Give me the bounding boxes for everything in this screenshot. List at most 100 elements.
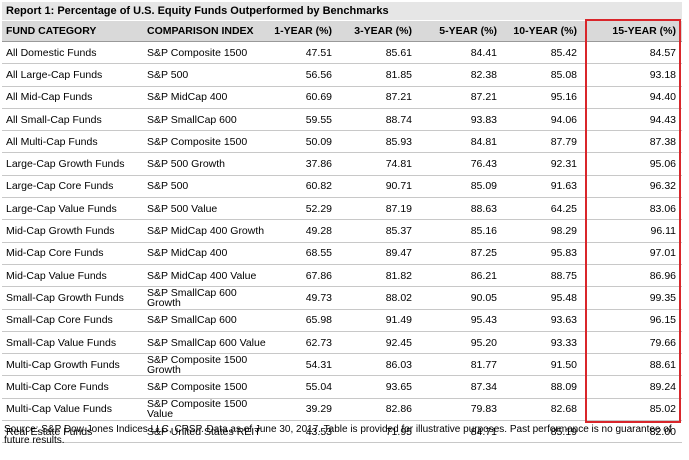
percentage-cell: 85.61 [338,41,418,65]
fund-category: Small-Cap Value Funds [2,331,143,355]
comparison-index: S&P Composite 1500 [143,130,270,154]
column-header: 1-YEAR (%) [270,21,338,42]
fund-category: Multi-Cap Core Funds [2,375,143,399]
percentage-cell: 85.16 [418,219,503,243]
header-row: FUND CATEGORY COMPARISON INDEX 1-YEAR (%) 3… [2,21,682,42]
percentage-cell: 99.35 [583,286,682,310]
percentage-cell: 54.31 [270,353,338,377]
source-note: Source: S&P Dow Jones Indices LLC, CRSP.… [4,424,672,446]
percentage-cell: 67.86 [270,264,338,288]
percentage-cell: 91.49 [338,309,418,332]
percentage-cell: 88.02 [338,286,418,310]
percentage-cell: 91.63 [503,175,583,199]
percentage-cell: 65.98 [270,309,338,332]
percentage-cell: 95.16 [503,86,583,109]
percentage-cell: 93.18 [583,63,682,87]
percentage-cell: 92.31 [503,152,583,176]
fund-category: Large-Cap Growth Funds [2,152,143,176]
comparison-index: S&P United States REIT [143,420,270,444]
percentage-cell: 93.63 [503,309,583,332]
percentage-cell: 90.05 [418,286,503,310]
table-row: All Small-Cap Funds S&P SmallCap 600 59.55… [2,108,682,132]
percentage-cell: 84.41 [418,41,503,65]
percentage-cell: 68.55 [270,242,338,265]
fund-category: Mid-Cap Core Funds [2,242,143,265]
comparison-index: S&P Composite 1500 [143,41,270,65]
percentage-cell: 95.83 [503,242,583,265]
percentage-cell: 87.21 [338,86,418,109]
comparison-index: S&P Composite 1500 Growth [143,353,270,377]
comparison-index: S&P Composite 1500 Value [143,398,270,422]
column-header: FUND CATEGORY [2,21,143,42]
percentage-cell: 93.33 [503,331,583,355]
column-header: 10-YEAR (%) [503,21,583,42]
table-row: Mid-Cap Core Funds S&P MidCap 400 68.55 89.… [2,242,682,265]
fund-category: All Domestic Funds [2,41,143,65]
percentage-cell: 96.32 [583,175,682,199]
comparison-index: S&P MidCap 400 [143,242,270,265]
fund-category: Multi-Cap Growth Funds [2,353,143,377]
fund-category: All Mid-Cap Funds [2,86,143,109]
percentage-cell: 85.02 [583,398,682,422]
column-header: 5-YEAR (%) [418,21,503,42]
table-row: All Large-Cap Funds S&P 500 56.56 81.85 82.3… [2,63,682,87]
percentage-cell: 81.82 [338,264,418,288]
comparison-index: S&P MidCap 400 Growth [143,219,270,243]
percentage-cell: 79.83 [418,398,503,422]
percentage-cell: 88.74 [338,108,418,132]
percentage-cell: 90.71 [338,175,418,199]
percentage-cell: 96.15 [583,309,682,332]
percentage-cell: 81.77 [418,353,503,377]
table-row: Small-Cap Value Funds S&P SmallCap 600 Va… [2,331,682,355]
percentage-cell: 95.43 [418,309,503,332]
column-header: 3-YEAR (%) [338,21,418,42]
table-row: Large-Cap Growth Funds S&P 500 Growth 37.8… [2,152,682,176]
percentage-cell: 89.47 [338,242,418,265]
percentage-cell: 96.11 [583,219,682,243]
percentage-cell: 81.85 [338,63,418,87]
percentage-cell: 85.08 [503,63,583,87]
percentage-cell: 84.57 [583,41,682,65]
fund-category: Mid-Cap Value Funds [2,264,143,288]
percentage-cell: 47.51 [270,41,338,65]
percentage-cell: 85.19 [503,420,583,444]
table-row: Mid-Cap Value Funds S&P MidCap 400 Value 6… [2,264,682,288]
table-row: All Domestic Funds S&P Composite 1500 47.5… [2,41,682,65]
fund-category: Large-Cap Value Funds [2,197,143,221]
table-row: Small-Cap Growth Funds S&P SmallCap 600 G… [2,286,682,310]
percentage-cell: 88.75 [503,264,583,288]
percentage-cell: 71.95 [338,420,418,444]
comparison-index: S&P SmallCap 600 Growth [143,286,270,310]
table-body: All Domestic Funds S&P Composite 1500 47.5… [2,41,682,444]
percentage-cell: 64.25 [503,197,583,221]
table-row: Large-Cap Core Funds S&P 500 60.82 90.71 85.… [2,175,682,199]
percentage-cell: 85.09 [418,175,503,199]
percentage-cell: 85.37 [338,219,418,243]
percentage-cell: 86.03 [338,353,418,377]
percentage-cell: 92.45 [338,331,418,355]
comparison-index: S&P MidCap 400 Value [143,264,270,288]
comparison-index: S&P 500 [143,63,270,87]
percentage-cell: 79.66 [583,331,682,355]
percentage-cell: 87.38 [583,130,682,154]
table-row: Multi-Cap Growth Funds S&P Composite 1500… [2,353,682,377]
percentage-cell: 88.09 [503,375,583,399]
comparison-index: S&P SmallCap 600 [143,108,270,132]
percentage-cell: 49.28 [270,219,338,243]
percentage-cell: 84.71 [418,420,503,444]
percentage-cell: 94.40 [583,86,682,109]
percentage-cell: 87.21 [418,86,503,109]
fund-category: Mid-Cap Growth Funds [2,219,143,243]
percentage-cell: 84.81 [418,130,503,154]
table-row: Real Estate Funds S&P United States REIT 4… [2,420,682,444]
percentage-cell: 95.48 [503,286,583,310]
table-row: Large-Cap Value Funds S&P 500 Value 52.29 8… [2,197,682,221]
percentage-cell: 82.38 [418,63,503,87]
percentage-cell: 89.24 [583,375,682,399]
percentage-cell: 87.79 [503,130,583,154]
percentage-cell: 97.01 [583,242,682,265]
column-header: COMPARISON INDEX [143,21,270,42]
percentage-cell: 98.29 [503,219,583,243]
percentage-cell: 82.68 [503,398,583,422]
